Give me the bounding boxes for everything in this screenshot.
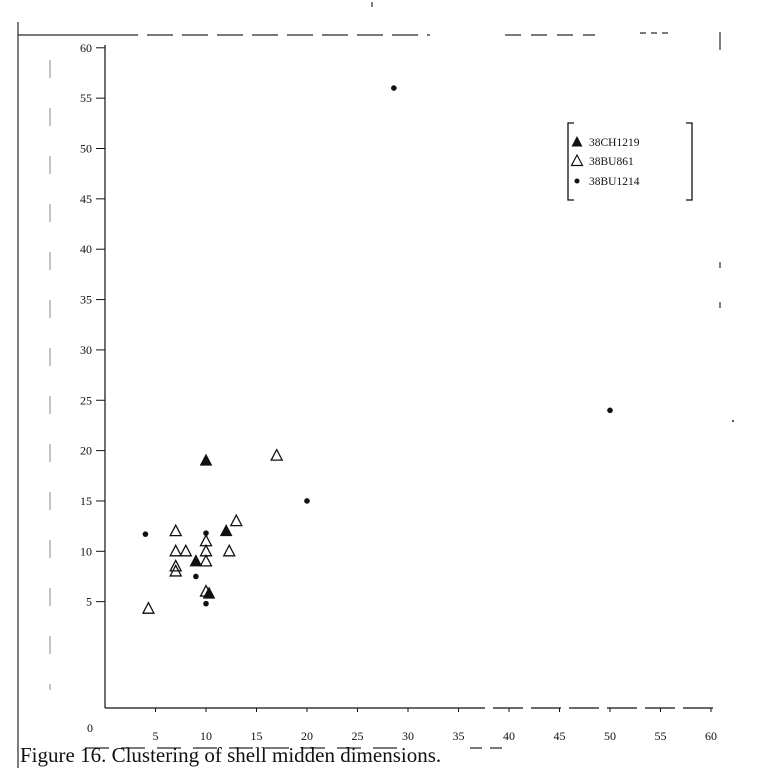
y-tick-label: 55 bbox=[80, 91, 92, 105]
data-point-38bu1214 bbox=[203, 530, 209, 536]
legend-label: 38BU861 bbox=[589, 156, 634, 168]
data-point-38ch1219 bbox=[199, 453, 213, 466]
data-point-38bu861 bbox=[169, 543, 183, 557]
data-point-38bu861 bbox=[169, 564, 183, 577]
y-tick-label: 15 bbox=[80, 494, 92, 508]
y-tick-label: 30 bbox=[80, 343, 92, 357]
legend: 38CH1219 38BU861 38BU1214 bbox=[567, 122, 693, 201]
data-point-38bu1214 bbox=[203, 600, 209, 607]
x-tick-label: 20 bbox=[301, 729, 313, 743]
x-tick-label: 5 bbox=[153, 729, 159, 743]
x-axis-ticks: 5 10 15 20 25 30 35 40 45 50 55 60 bbox=[153, 708, 717, 743]
data-point-38bu861 bbox=[179, 543, 193, 557]
data-point-38bu1214 bbox=[607, 407, 613, 414]
origin-label: 0 bbox=[87, 721, 93, 735]
data-point-38ch1219 bbox=[189, 554, 203, 567]
data-point-38bu1214 bbox=[142, 531, 149, 537]
x-tick-label: 10 bbox=[200, 729, 212, 743]
data-point-38ch1219 bbox=[219, 524, 233, 537]
figure-caption: Figure 16. Clustering of shell midden di… bbox=[20, 743, 442, 767]
x-tick-label: 55 bbox=[655, 729, 667, 743]
y-tick-label: 50 bbox=[80, 142, 92, 156]
y-tick-label: 40 bbox=[80, 242, 92, 256]
data-point-38bu861 bbox=[169, 523, 183, 537]
x-tick-label: 30 bbox=[402, 729, 414, 743]
legend-right-bracket bbox=[686, 122, 693, 201]
y-tick-label: 35 bbox=[80, 293, 92, 307]
x-tick-label: 25 bbox=[352, 729, 364, 743]
data-point-38bu861 bbox=[169, 559, 183, 572]
data-point-38bu1214 bbox=[304, 498, 310, 504]
legend-dot-icon bbox=[574, 178, 580, 184]
y-tick-label: 60 bbox=[80, 41, 92, 55]
x-tick-label: 45 bbox=[554, 729, 566, 743]
x-tick-label: 60 bbox=[705, 729, 717, 743]
data-point-38bu1214 bbox=[193, 573, 199, 580]
y-tick-label: 25 bbox=[80, 393, 92, 407]
x-tick-label: 50 bbox=[604, 729, 616, 743]
scan-mark bbox=[732, 420, 734, 422]
data-point-38bu861 bbox=[199, 553, 213, 567]
x-tick-label: 40 bbox=[503, 729, 515, 743]
data-point-38bu861 bbox=[222, 543, 236, 557]
legend-label: 38BU1214 bbox=[589, 176, 640, 188]
x-tick-label: 15 bbox=[251, 729, 263, 743]
data-point-38bu861 bbox=[199, 584, 213, 597]
legend-label: 38CH1219 bbox=[589, 137, 640, 149]
y-tick-label: 10 bbox=[80, 544, 92, 558]
legend-open-triangle-icon bbox=[570, 153, 584, 167]
figure-frame bbox=[17, 2, 734, 768]
data-point-38bu861 bbox=[270, 448, 284, 461]
y-axis-ticks: 5 10 15 20 25 30 35 40 45 50 55 60 bbox=[80, 41, 105, 609]
x-tick-label: 35 bbox=[453, 729, 465, 743]
data-point-38bu861 bbox=[141, 601, 156, 614]
legend-left-bracket bbox=[567, 122, 574, 201]
y-tick-label: 45 bbox=[80, 192, 92, 206]
data-point-38bu1214 bbox=[391, 85, 397, 91]
data-point-38bu861 bbox=[229, 513, 243, 527]
y-tick-label: 5 bbox=[86, 595, 92, 609]
y-tick-label: 20 bbox=[80, 444, 92, 458]
data-points bbox=[141, 85, 613, 614]
legend-filled-triangle-icon bbox=[571, 136, 583, 147]
